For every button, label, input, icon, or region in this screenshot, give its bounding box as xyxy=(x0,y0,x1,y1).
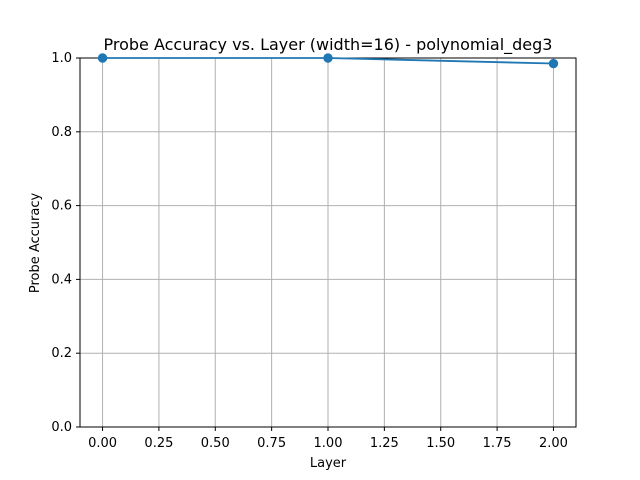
x-tick-label: 1.75 xyxy=(483,436,512,451)
y-tick-label: 0.0 xyxy=(51,420,72,435)
x-tick-label: 0.25 xyxy=(144,436,173,451)
x-tick-label: 1.00 xyxy=(314,436,343,451)
series-point xyxy=(323,53,333,63)
y-tick-label: 0.2 xyxy=(51,346,72,361)
y-tick-label: 0.4 xyxy=(51,272,72,287)
y-axis-label: Probe Accuracy xyxy=(28,193,43,294)
grid-lines xyxy=(80,57,576,428)
x-tick-label: 1.25 xyxy=(370,436,399,451)
x-axis-label: Layer xyxy=(310,456,347,471)
x-tick-label: 2.00 xyxy=(539,436,568,451)
x-axis-ticks: 0.00 0.25 0.50 0.75 1.00 1.25 1.50 1.75 2.00 xyxy=(88,427,568,451)
series-layer xyxy=(97,53,559,69)
series-point xyxy=(97,53,108,63)
x-tick-label: 0.50 xyxy=(201,436,230,451)
x-tick-label: 0.00 xyxy=(88,436,117,451)
x-tick-label: 0.75 xyxy=(257,436,286,451)
y-tick-label: 1.0 xyxy=(51,51,72,66)
y-tick-label: 0.6 xyxy=(51,199,72,214)
series-point xyxy=(548,58,559,69)
y-tick-label: 0.8 xyxy=(51,125,72,140)
y-axis-ticks: 0.0 0.2 0.4 0.6 0.8 1.0 xyxy=(51,51,80,435)
chart-title: Probe Accuracy vs. Layer (width=16) - po… xyxy=(104,35,553,55)
x-tick-label: 1.50 xyxy=(426,436,455,451)
